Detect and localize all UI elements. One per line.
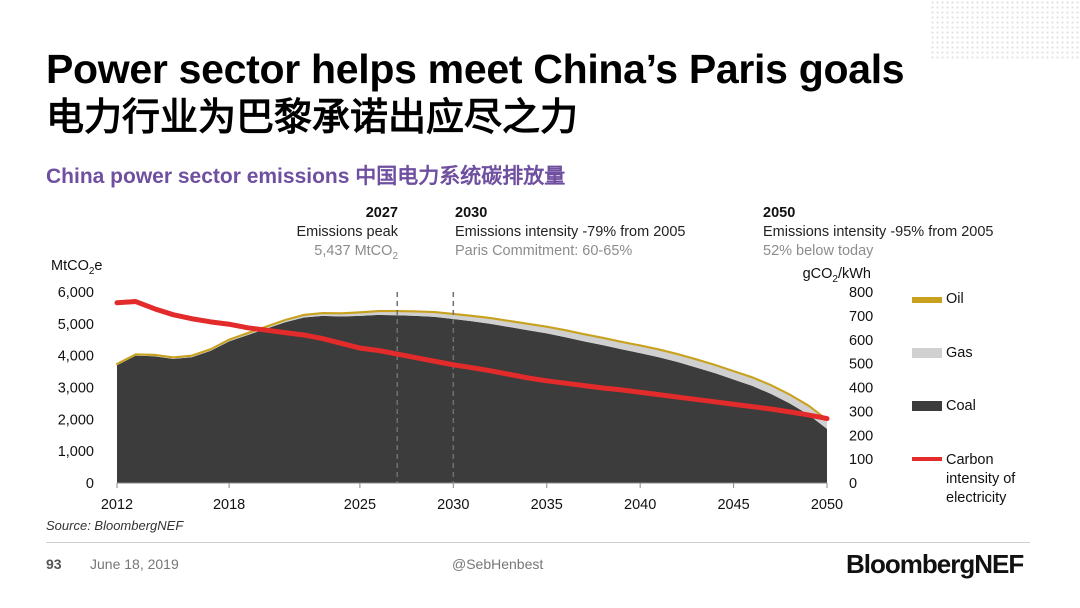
y-right-tick-label: 0 bbox=[849, 476, 857, 492]
milestone-line2: 52% below today bbox=[763, 243, 874, 259]
chart-subtitle: China power sector emissions 中国电力系统碳排放量 bbox=[46, 165, 566, 188]
y-right-tick-label: 800 bbox=[849, 285, 873, 301]
x-tick-label: 2018 bbox=[213, 497, 245, 513]
milestone-2027: 2027 Emissions peak 5,437 MtCO2 bbox=[280, 204, 398, 266]
x-tick-label: 2030 bbox=[437, 497, 469, 513]
milestone-line2: Paris Commitment: 60-65% bbox=[455, 243, 633, 259]
slide-title-chinese: 电力行业为巴黎承诺出应尽之力 bbox=[46, 95, 579, 139]
carbon-intensity-line bbox=[114, 299, 830, 422]
y-right-tick-label: 400 bbox=[849, 381, 873, 397]
legend-swatch bbox=[912, 348, 942, 358]
y-right-tick-label: 300 bbox=[849, 404, 873, 420]
milestone-year: 2030 bbox=[455, 205, 488, 221]
author-handle: @SebHenbest bbox=[452, 556, 544, 572]
y-left-axis-title: MtCO2e bbox=[51, 258, 103, 277]
y-right-tick-label: 200 bbox=[849, 428, 873, 444]
slide-date: June 18, 2019 bbox=[90, 556, 179, 572]
legend-swatch bbox=[912, 297, 942, 303]
milestone-line2: 5,437 MtCO2 bbox=[314, 243, 398, 262]
y-left-tick-label: 6,000 bbox=[58, 285, 94, 301]
y-left-tick-label: 2,000 bbox=[58, 412, 94, 428]
milestone-2030: 2030 Emissions intensity -79% from 2005 … bbox=[455, 204, 686, 261]
milestone-2050: 2050 Emissions intensity -95% from 2005 … bbox=[763, 204, 994, 261]
milestone-line1: Emissions peak bbox=[296, 224, 398, 240]
x-tick-label: 2040 bbox=[624, 497, 656, 513]
footer-divider bbox=[46, 542, 1030, 543]
page-number: 93 bbox=[46, 556, 62, 572]
legend-swatch bbox=[912, 457, 942, 461]
y-right-axis-title: gCO2/kWh bbox=[803, 266, 871, 285]
brand-logo: BloombergNEF bbox=[846, 549, 1024, 579]
x-tick-label: 2035 bbox=[531, 497, 563, 513]
x-tick-label: 2045 bbox=[717, 497, 749, 513]
milestone-line1: Emissions intensity -95% from 2005 bbox=[763, 224, 994, 240]
y-left-tick-label: 3,000 bbox=[58, 381, 94, 397]
milestone-line1: Emissions intensity -79% from 2005 bbox=[455, 224, 686, 240]
x-tick-label: 2025 bbox=[344, 497, 376, 513]
y-right-tick-label: 600 bbox=[849, 333, 873, 349]
x-tick-label: 2050 bbox=[811, 497, 843, 513]
milestone-year: 2027 bbox=[365, 205, 398, 221]
y-left-tick-label: 4,000 bbox=[58, 349, 94, 365]
y-right-tick-label: 500 bbox=[849, 357, 873, 373]
milestone-year: 2050 bbox=[763, 205, 796, 221]
y-left-tick-label: 1,000 bbox=[58, 444, 94, 460]
y-left-tick-label: 5,000 bbox=[58, 317, 94, 333]
y-left-tick-label: 0 bbox=[86, 476, 94, 492]
source-note: Source: BloombergNEF bbox=[46, 518, 184, 533]
corner-dot-pattern bbox=[930, 0, 1080, 60]
legend-swatch bbox=[912, 401, 942, 411]
x-tick-label: 2012 bbox=[101, 497, 133, 513]
y-right-tick-label: 700 bbox=[849, 309, 873, 325]
y-right-tick-label: 100 bbox=[849, 452, 873, 468]
area-coal bbox=[117, 314, 827, 483]
slide-title: Power sector helps meet China’s Paris go… bbox=[46, 46, 905, 92]
